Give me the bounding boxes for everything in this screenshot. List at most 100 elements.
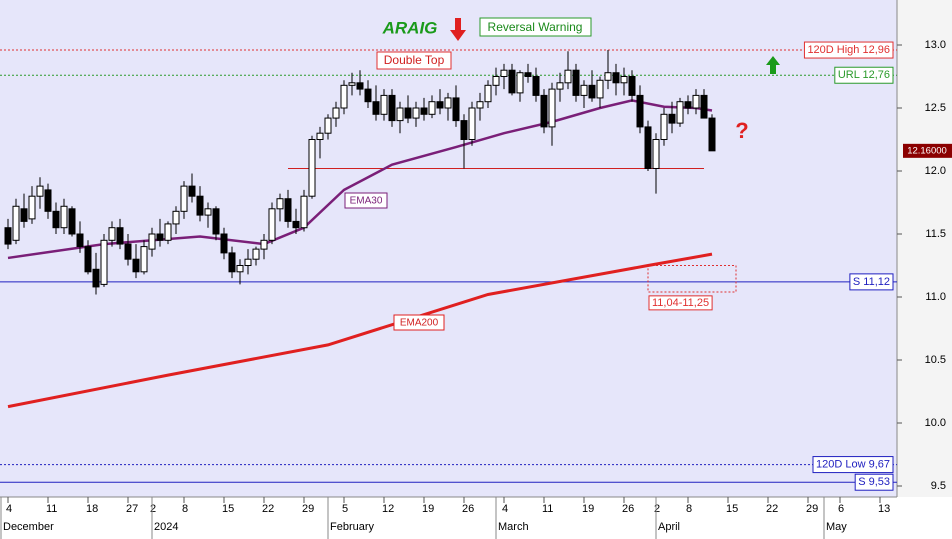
candle-body <box>284 198 292 222</box>
candle-body <box>36 185 44 197</box>
level-box <box>849 273 894 291</box>
candle-body <box>660 113 668 141</box>
candle-body <box>364 88 372 103</box>
candle-body <box>204 208 212 216</box>
candle-body <box>12 205 20 241</box>
candle-body <box>212 208 220 235</box>
candle-body <box>652 139 660 169</box>
month-label: May <box>826 521 847 533</box>
x-tick-label: 4 <box>6 503 12 515</box>
candle-body <box>548 88 556 128</box>
x-tick-label: 15 <box>726 503 738 515</box>
candle-body <box>20 208 28 222</box>
down-arrow <box>450 18 466 41</box>
candle-body <box>492 76 500 86</box>
zone-box <box>648 295 713 311</box>
candle-body <box>444 97 452 109</box>
x-tick-label: 19 <box>582 503 594 515</box>
level-label: S 9,53 <box>858 476 890 488</box>
candle-body <box>236 265 244 273</box>
level-box <box>803 41 894 59</box>
up-arrow <box>766 56 780 74</box>
candle-body <box>428 101 436 115</box>
candle-body <box>668 113 676 124</box>
y-tick-label: 9.5 <box>931 480 946 492</box>
candle-body <box>588 84 596 99</box>
candle-body <box>156 233 164 241</box>
y-tick-label: 12.5 <box>925 102 946 114</box>
candle-body <box>340 84 348 109</box>
candle-body <box>380 94 388 115</box>
x-tick-label: 12 <box>382 503 394 515</box>
month-label: 2024 <box>154 521 178 533</box>
level-box <box>812 456 894 474</box>
axis-background <box>897 0 952 497</box>
candle-body <box>140 246 148 273</box>
candle-body <box>100 239 108 285</box>
candle-body <box>532 76 540 96</box>
y-tick-label: 11.5 <box>925 228 946 240</box>
candle-body <box>500 69 508 77</box>
x-tick-label: 5 <box>342 503 348 515</box>
candle-body <box>372 101 380 115</box>
candle-body <box>324 117 332 134</box>
x-tick-label: 18 <box>86 503 98 515</box>
candle-body <box>420 107 428 115</box>
candle-body <box>28 195 36 220</box>
candle-body <box>52 210 60 229</box>
candle-body <box>260 239 268 250</box>
x-tick-label: 6 <box>838 503 844 515</box>
candle-body <box>60 205 68 229</box>
candle-body <box>76 233 84 248</box>
ema30-label: EMA30 <box>350 196 383 207</box>
month-label: March <box>498 521 529 533</box>
candle-body <box>116 227 124 245</box>
candle-body <box>172 210 180 225</box>
candle-body <box>252 248 260 260</box>
candle-body <box>356 82 364 90</box>
chart-title: ARAIG <box>382 18 438 37</box>
candle-body <box>300 195 308 229</box>
candle-body <box>564 69 572 84</box>
level-label: S 11,12 <box>853 276 890 288</box>
candle-body <box>124 243 132 260</box>
reversal-box <box>479 17 592 37</box>
candle-body <box>316 132 324 140</box>
x-tick-label: 4 <box>502 503 508 515</box>
candle-body <box>332 107 340 119</box>
candle-body <box>684 101 692 109</box>
x-tick-label: 22 <box>766 503 778 515</box>
month-label: February <box>330 521 375 533</box>
last-price-box <box>903 143 952 158</box>
candle-body <box>276 198 284 210</box>
ema200-label: EMA200 <box>400 318 439 329</box>
level-label: URL 12,76 <box>838 69 890 81</box>
candle-body <box>308 139 316 197</box>
candle-body <box>228 252 236 273</box>
y-tick-label: 11.0 <box>925 291 946 303</box>
candle-body <box>44 189 52 212</box>
y-tick-label: 12.0 <box>925 165 946 177</box>
ema30-box <box>344 192 388 209</box>
candle-body <box>644 126 652 169</box>
reversal-label: Reversal Warning <box>488 20 583 34</box>
y-tick-label: 13.0 <box>925 39 946 51</box>
candle-body <box>292 220 300 229</box>
candle-body <box>708 117 716 152</box>
candle-body <box>692 94 700 109</box>
candle-body <box>268 208 276 241</box>
candle-body <box>628 76 636 96</box>
candle-body <box>508 69 516 94</box>
candle-body <box>68 208 76 235</box>
candle-body <box>484 84 492 103</box>
double-top-box <box>376 51 452 70</box>
x-tick-label: 27 <box>126 503 138 515</box>
candle-body <box>620 76 628 84</box>
x-tick-label: 8 <box>182 503 188 515</box>
x-tick-label: 26 <box>462 503 474 515</box>
last-price-label: 12.16000 <box>907 145 947 156</box>
level-label: 120D High 12,96 <box>807 44 890 56</box>
candle-body <box>180 185 188 212</box>
candle-body <box>92 268 100 288</box>
x-tick-label: 29 <box>806 503 818 515</box>
